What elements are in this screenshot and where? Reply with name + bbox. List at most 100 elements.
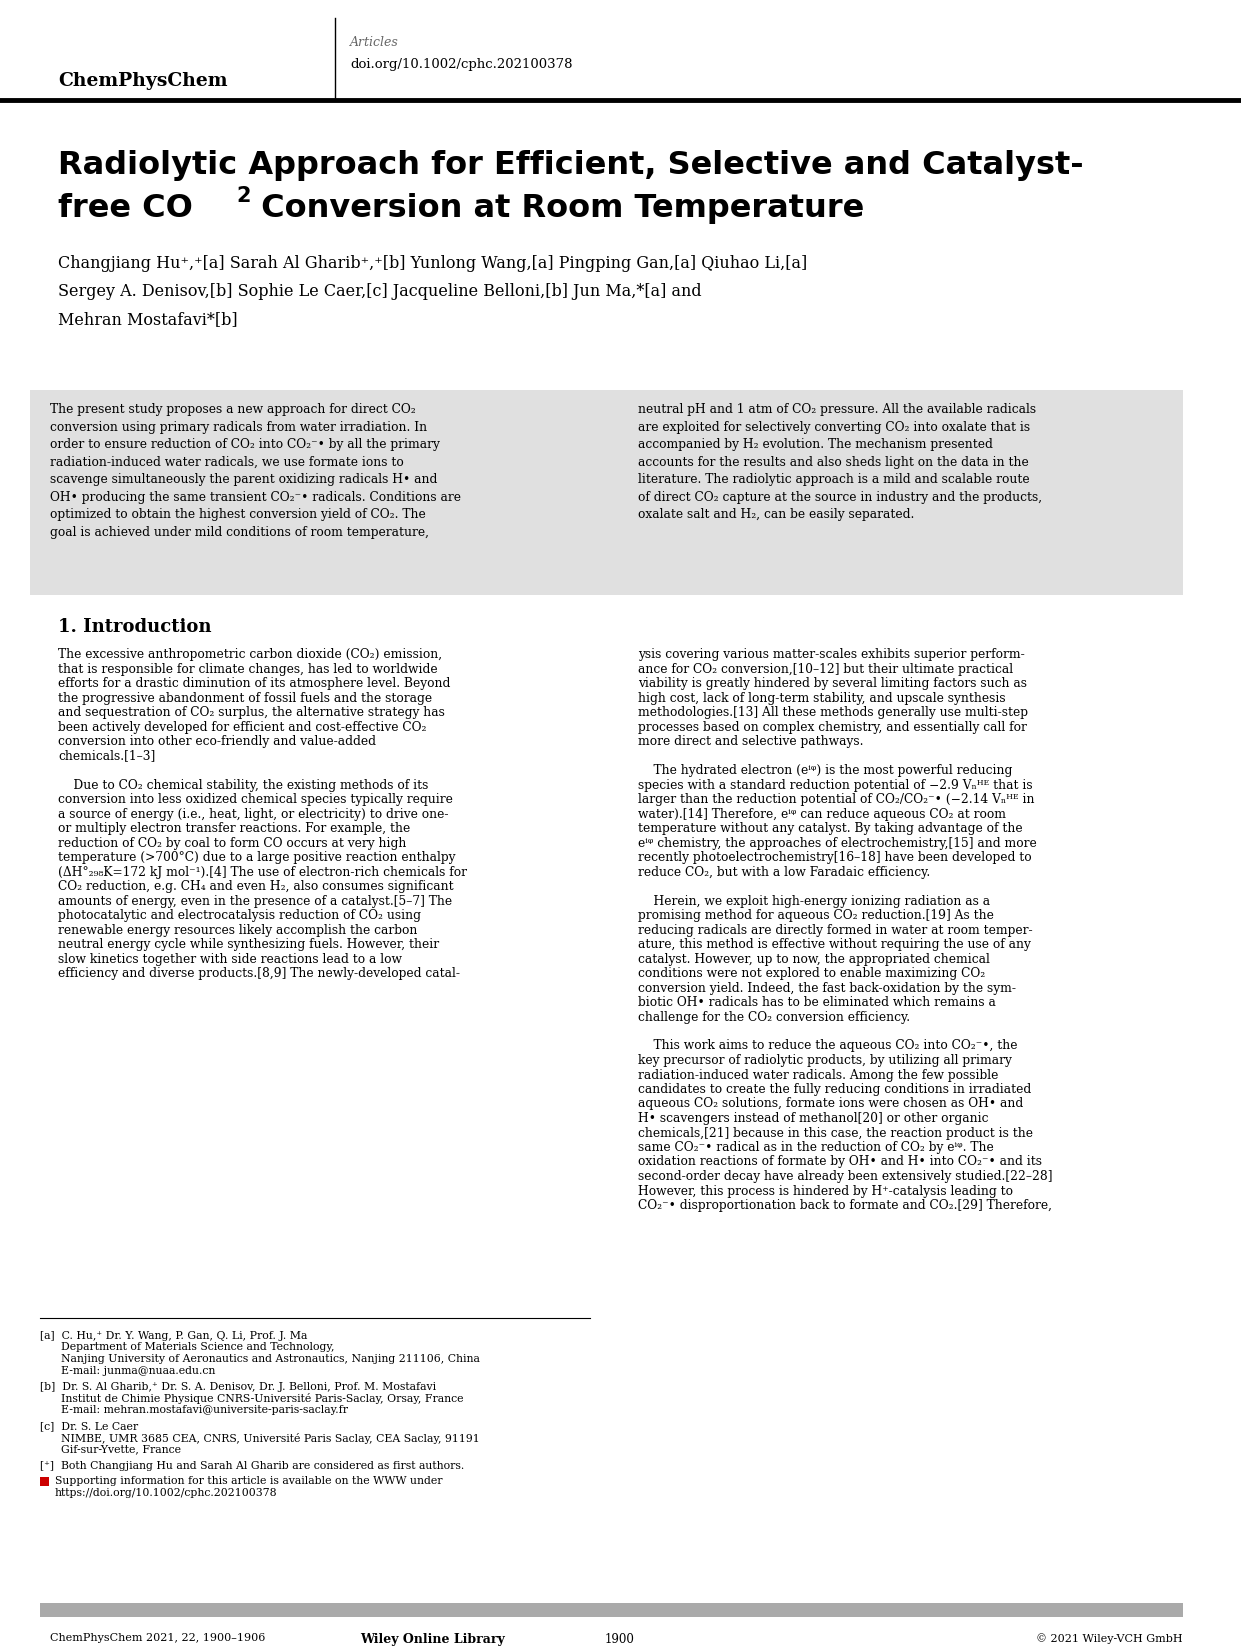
Text: eⁱᵠ chemistry, the approaches of electrochemistry,[15] and more: eⁱᵠ chemistry, the approaches of electro… [638,837,1036,849]
Text: temperature without any catalyst. By taking advantage of the: temperature without any catalyst. By tak… [638,822,1023,836]
Text: are exploited for selectively converting CO₂ into oxalate that is: are exploited for selectively converting… [638,420,1030,433]
Text: radiation-induced water radicals, we use formate ions to: radiation-induced water radicals, we use… [50,455,403,468]
Text: radiation-induced water radicals. Among the few possible: radiation-induced water radicals. Among … [638,1068,998,1081]
Text: aqueous CO₂ solutions, formate ions were chosen as OH• and: aqueous CO₂ solutions, formate ions were… [638,1098,1024,1111]
Text: been actively developed for efficient and cost-effective CO₂: been actively developed for efficient an… [58,720,427,733]
Text: amounts of energy, even in the presence of a catalyst.[5–7] The: amounts of energy, even in the presence … [58,895,452,908]
Text: oxidation reactions of formate by OH• and H• into CO₂⁻• and its: oxidation reactions of formate by OH• an… [638,1155,1042,1168]
Text: OH• producing the same transient CO₂⁻• radicals. Conditions are: OH• producing the same transient CO₂⁻• r… [50,491,460,504]
Text: conditions were not explored to enable maximizing CO₂: conditions were not explored to enable m… [638,967,985,981]
Text: accompanied by H₂ evolution. The mechanism presented: accompanied by H₂ evolution. The mechani… [638,438,993,452]
Text: chemicals.[1–3]: chemicals.[1–3] [58,750,155,763]
Text: scavenge simultaneously the parent oxidizing radicals H• and: scavenge simultaneously the parent oxidi… [50,473,437,486]
Text: [⁺]  Both Changjiang Hu and Sarah Al Gharib are considered as first authors.: [⁺] Both Changjiang Hu and Sarah Al Ghar… [40,1462,464,1472]
Text: that is responsible for climate changes, has led to worldwide: that is responsible for climate changes,… [58,662,438,676]
Text: efficiency and diverse products.[8,9] The newly-developed catal-: efficiency and diverse products.[8,9] Th… [58,967,460,981]
Text: viability is greatly hindered by several limiting factors such as: viability is greatly hindered by several… [638,677,1028,691]
Text: Due to CO₂ chemical stability, the existing methods of its: Due to CO₂ chemical stability, the exist… [58,778,428,791]
Text: renewable energy resources likely accomplish the carbon: renewable energy resources likely accomp… [58,923,417,936]
Text: a source of energy (i.e., heat, light, or electricity) to drive one-: a source of energy (i.e., heat, light, o… [58,808,448,821]
Bar [40,1604,1183,1617]
Text: 2: 2 [236,186,251,206]
Text: https://doi.org/10.1002/cphc.202100378: https://doi.org/10.1002/cphc.202100378 [55,1488,278,1498]
Text: temperature (>700°C) due to a large positive reaction enthalpy: temperature (>700°C) due to a large posi… [58,850,455,864]
Text: [c]  Dr. S. Le Caer: [c] Dr. S. Le Caer [40,1422,138,1432]
Text: goal is achieved under mild conditions of room temperature,: goal is achieved under mild conditions o… [50,526,429,539]
Text: © 2021 Wiley-VCH GmbH: © 2021 Wiley-VCH GmbH [1036,1633,1183,1643]
Text: ance for CO₂ conversion,[10–12] but their ultimate practical: ance for CO₂ conversion,[10–12] but thei… [638,662,1013,676]
Text: [b]  Dr. S. Al Gharib,⁺ Dr. S. A. Denisov, Dr. J. Belloni, Prof. M. Mostafavi: [b] Dr. S. Al Gharib,⁺ Dr. S. A. Denisov… [40,1383,436,1393]
Text: Articles: Articles [350,36,398,49]
Text: accounts for the results and also sheds light on the data in the: accounts for the results and also sheds … [638,455,1029,468]
Text: candidates to create the fully reducing conditions in irradiated: candidates to create the fully reducing … [638,1083,1031,1096]
Text: photocatalytic and electrocatalysis reduction of CO₂ using: photocatalytic and electrocatalysis redu… [58,910,421,921]
Text: This work aims to reduce the aqueous CO₂ into CO₂⁻•, the: This work aims to reduce the aqueous CO₂… [638,1040,1018,1053]
Text: water).[14] Therefore, eⁱᵠ can reduce aqueous CO₂ at room: water).[14] Therefore, eⁱᵠ can reduce aq… [638,808,1006,821]
Text: reduction of CO₂ by coal to form CO occurs at very high: reduction of CO₂ by coal to form CO occu… [58,837,406,849]
Text: the progressive abandonment of fossil fuels and the storage: the progressive abandonment of fossil fu… [58,692,432,704]
Text: H• scavengers instead of methanol[20] or other organic: H• scavengers instead of methanol[20] or… [638,1112,989,1126]
Text: Gif-sur-Yvette, France: Gif-sur-Yvette, France [40,1445,181,1455]
Bar [30,391,1183,595]
Text: same CO₂⁻• radical as in the reduction of CO₂ by eⁱᵠ. The: same CO₂⁻• radical as in the reduction o… [638,1140,994,1154]
Text: CO₂ reduction, e.g. CH₄ and even H₂, also consumes significant: CO₂ reduction, e.g. CH₄ and even H₂, als… [58,880,454,893]
Text: high cost, lack of long-term stability, and upscale synthesis: high cost, lack of long-term stability, … [638,692,1005,704]
Text: free CO: free CO [58,193,192,224]
Text: (ΔH°₂₉₈K=172 kJ mol⁻¹).[4] The use of electron-rich chemicals for: (ΔH°₂₉₈K=172 kJ mol⁻¹).[4] The use of el… [58,865,467,878]
Text: However, this process is hindered by H⁺-catalysis leading to: However, this process is hindered by H⁺-… [638,1185,1013,1198]
Text: recently photoelectrochemistry[16–18] have been developed to: recently photoelectrochemistry[16–18] ha… [638,850,1031,864]
Text: Sergey A. Denisov,[b] Sophie Le Caer,[c] Jacqueline Belloni,[b] Jun Ma,*[a] and: Sergey A. Denisov,[b] Sophie Le Caer,[c]… [58,283,701,300]
Text: E-mail: junma@nuaa.edu.cn: E-mail: junma@nuaa.edu.cn [40,1366,216,1376]
Text: Institut de Chimie Physique CNRS-Université Paris-Saclay, Orsay, France: Institut de Chimie Physique CNRS-Univers… [40,1394,463,1404]
Text: processes based on complex chemistry, and essentially call for: processes based on complex chemistry, an… [638,720,1026,733]
Text: ChemPhysChem 2021, 22, 1900–1906: ChemPhysChem 2021, 22, 1900–1906 [50,1633,266,1643]
Text: larger than the reduction potential of CO₂/CO₂⁻• (−2.14 Vₙᴴᴱ in: larger than the reduction potential of C… [638,793,1035,806]
Text: [a]  C. Hu,⁺ Dr. Y. Wang, P. Gan, Q. Li, Prof. J. Ma: [a] C. Hu,⁺ Dr. Y. Wang, P. Gan, Q. Li, … [40,1332,308,1341]
Text: E-mail: mehran.mostafavi@universite-paris-saclay.fr: E-mail: mehran.mostafavi@universite-pari… [40,1406,347,1416]
Text: Mehran Mostafavi*[b]: Mehran Mostafavi*[b] [58,311,237,328]
Text: conversion using primary radicals from water irradiation. In: conversion using primary radicals from w… [50,420,427,433]
Text: of direct CO₂ capture at the source in industry and the products,: of direct CO₂ capture at the source in i… [638,491,1042,504]
Text: CO₂⁻• disproportionation back to formate and CO₂.[29] Therefore,: CO₂⁻• disproportionation back to formate… [638,1200,1052,1211]
Text: NIMBE, UMR 3685 CEA, CNRS, Université Paris Saclay, CEA Saclay, 91191: NIMBE, UMR 3685 CEA, CNRS, Université Pa… [40,1434,480,1444]
Text: optimized to obtain the highest conversion yield of CO₂. The: optimized to obtain the highest conversi… [50,508,426,521]
Text: oxalate salt and H₂, can be easily separated.: oxalate salt and H₂, can be easily separ… [638,508,915,521]
Text: Wiley Online Library: Wiley Online Library [360,1633,505,1646]
Text: second-order decay have already been extensively studied.[22–28]: second-order decay have already been ext… [638,1170,1052,1183]
Text: order to ensure reduction of CO₂ into CO₂⁻• by all the primary: order to ensure reduction of CO₂ into CO… [50,438,439,452]
Text: Nanjing University of Aeronautics and Astronautics, Nanjing 211106, China: Nanjing University of Aeronautics and As… [40,1355,480,1365]
Text: species with a standard reduction potential of −2.9 Vₙᴴᴱ that is: species with a standard reduction potent… [638,778,1033,791]
Text: 1. Introduction: 1. Introduction [58,618,211,636]
Text: ature, this method is effective without requiring the use of any: ature, this method is effective without … [638,938,1031,951]
Text: conversion yield. Indeed, the fast back-oxidation by the sym-: conversion yield. Indeed, the fast back-… [638,982,1016,994]
Text: ysis covering various matter-scales exhibits superior perform-: ysis covering various matter-scales exhi… [638,648,1025,661]
Text: Radiolytic Approach for Efficient, Selective and Catalyst-: Radiolytic Approach for Efficient, Selec… [58,150,1083,181]
Text: chemicals,[21] because in this case, the reaction product is the: chemicals,[21] because in this case, the… [638,1127,1033,1139]
Text: neutral pH and 1 atm of CO₂ pressure. All the available radicals: neutral pH and 1 atm of CO₂ pressure. Al… [638,404,1036,415]
Text: Changjiang Hu⁺,⁺[a] Sarah Al Gharib⁺,⁺[b] Yunlong Wang,[a] Pingping Gan,[a] Qiuh: Changjiang Hu⁺,⁺[a] Sarah Al Gharib⁺,⁺[b… [58,255,807,272]
Text: or multiply electron transfer reactions. For example, the: or multiply electron transfer reactions.… [58,822,411,836]
Text: The excessive anthropometric carbon dioxide (CO₂) emission,: The excessive anthropometric carbon diox… [58,648,442,661]
Text: more direct and selective pathways.: more direct and selective pathways. [638,735,864,748]
Text: Conversion at Room Temperature: Conversion at Room Temperature [249,193,864,224]
Text: conversion into other eco-friendly and value-added: conversion into other eco-friendly and v… [58,735,376,748]
Text: challenge for the CO₂ conversion efficiency.: challenge for the CO₂ conversion efficie… [638,1010,910,1023]
Text: methodologies.[13] All these methods generally use multi-step: methodologies.[13] All these methods gen… [638,705,1028,719]
Text: reduce CO₂, but with a low Faradaic efficiency.: reduce CO₂, but with a low Faradaic effi… [638,865,931,878]
Text: Supporting information for this article is available on the WWW under: Supporting information for this article … [55,1477,443,1486]
Text: reducing radicals are directly formed in water at room temper-: reducing radicals are directly formed in… [638,923,1033,936]
Text: and sequestration of CO₂ surplus, the alternative strategy has: and sequestration of CO₂ surplus, the al… [58,705,444,719]
Text: The hydrated electron (eⁱᵠ) is the most powerful reducing: The hydrated electron (eⁱᵠ) is the most … [638,765,1013,776]
Text: slow kinetics together with side reactions lead to a low: slow kinetics together with side reactio… [58,953,402,966]
Text: Department of Materials Science and Technology,: Department of Materials Science and Tech… [40,1343,335,1353]
Text: doi.org/10.1002/cphc.202100378: doi.org/10.1002/cphc.202100378 [350,58,572,71]
Text: efforts for a drastic diminution of its atmosphere level. Beyond: efforts for a drastic diminution of its … [58,677,450,691]
Text: literature. The radiolytic approach is a mild and scalable route: literature. The radiolytic approach is a… [638,473,1030,486]
Text: conversion into less oxidized chemical species typically require: conversion into less oxidized chemical s… [58,793,453,806]
Text: catalyst. However, up to now, the appropriated chemical: catalyst. However, up to now, the approp… [638,953,990,966]
Bar [40,1477,48,1485]
Text: neutral energy cycle while synthesizing fuels. However, their: neutral energy cycle while synthesizing … [58,938,439,951]
Text: biotic OH• radicals has to be eliminated which remains a: biotic OH• radicals has to be eliminated… [638,995,995,1009]
Text: ChemPhysChem: ChemPhysChem [58,73,227,91]
Text: 1900: 1900 [606,1633,635,1646]
